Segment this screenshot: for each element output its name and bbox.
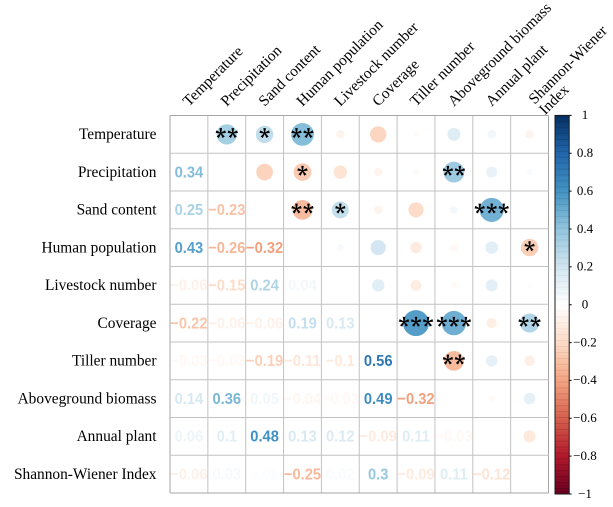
svg-text:0.13: 0.13 [288,428,317,446]
svg-text:−0.03: −0.03 [435,428,472,446]
svg-text:0: 0 [582,297,589,312]
svg-text:−0.26: −0.26 [208,239,245,257]
svg-text:0.03: 0.03 [212,466,241,484]
svg-text:0.8: 0.8 [577,145,593,160]
svg-text:−0.03: −0.03 [208,353,245,371]
svg-text:0.4: 0.4 [577,221,594,236]
svg-text:−0.19: −0.19 [246,353,283,371]
svg-text:0.14: 0.14 [175,390,204,408]
svg-text:−0.09: −0.09 [397,466,434,484]
svg-text:Precipitation: Precipitation [78,164,157,181]
svg-text:−0.32: −0.32 [246,239,283,257]
svg-text:0.02: 0.02 [326,466,355,484]
svg-text:0.1: 0.1 [217,428,238,446]
svg-text:0.25: 0.25 [175,202,204,220]
svg-text:−0.06: −0.06 [170,277,207,295]
svg-text:−0.2: −0.2 [573,334,597,349]
svg-text:0.2: 0.2 [577,259,593,274]
svg-text:0.11: 0.11 [440,466,468,484]
svg-text:1: 1 [582,107,589,122]
svg-text:0.06: 0.06 [175,428,204,446]
svg-text:−0.23: −0.23 [208,202,245,220]
svg-text:−0.15: −0.15 [208,277,246,295]
svg-text:−0.8: −0.8 [573,448,597,463]
svg-text:0.12: 0.12 [326,428,355,446]
svg-text:0.6: 0.6 [577,183,594,198]
svg-text:Coverage: Coverage [98,315,157,332]
svg-text:0.48: 0.48 [250,428,279,446]
svg-text:−0.03: −0.03 [322,390,359,408]
svg-text:−0.06: −0.06 [170,466,207,484]
svg-text:Temperature: Temperature [79,126,157,143]
svg-text:−0.4: −0.4 [573,372,597,387]
svg-text:0.34: 0.34 [175,164,204,182]
svg-text:−0.09: −0.09 [360,428,397,446]
svg-text:0.36: 0.36 [212,390,241,408]
svg-text:0.24: 0.24 [250,277,279,295]
svg-text:Tiller number: Tiller number [72,353,157,370]
svg-text:0.3: 0.3 [368,466,388,484]
svg-text:0.19: 0.19 [288,315,317,333]
svg-text:−0.12: −0.12 [473,466,510,484]
svg-text:−0.22: −0.22 [170,315,207,333]
svg-text:0.43: 0.43 [175,239,204,257]
svg-text:Livestock number: Livestock number [45,277,157,294]
svg-text:0.05: 0.05 [250,390,279,408]
svg-text:Shannon-Wiener Index: Shannon-Wiener Index [14,466,157,483]
svg-text:−0.6: −0.6 [573,410,597,425]
svg-text:0.04: 0.04 [288,277,317,295]
svg-text:0.56: 0.56 [364,353,393,371]
svg-text:0.01: 0.01 [250,466,279,484]
svg-text:Aboveground biomass: Aboveground biomass [18,390,157,407]
svg-text:−0.32: −0.32 [397,390,434,408]
svg-text:Annual plant: Annual plant [77,428,158,445]
svg-text:−0.03: −0.03 [170,353,207,371]
svg-text:Sand content: Sand content [77,202,158,219]
svg-text:−0.1: −0.1 [326,353,355,371]
svg-text:Human population: Human population [42,239,157,256]
svg-text:−0.06: −0.06 [208,315,245,333]
svg-text:−1: −1 [578,486,592,501]
svg-text:0.11: 0.11 [402,428,430,446]
svg-text:0.13: 0.13 [326,315,355,333]
svg-text:−0.06: −0.06 [246,315,283,333]
svg-text:−0.04: −0.04 [284,390,322,408]
svg-text:0.49: 0.49 [364,390,393,408]
svg-text:−0.11: −0.11 [284,353,321,371]
svg-text:−0.25: −0.25 [284,466,322,484]
